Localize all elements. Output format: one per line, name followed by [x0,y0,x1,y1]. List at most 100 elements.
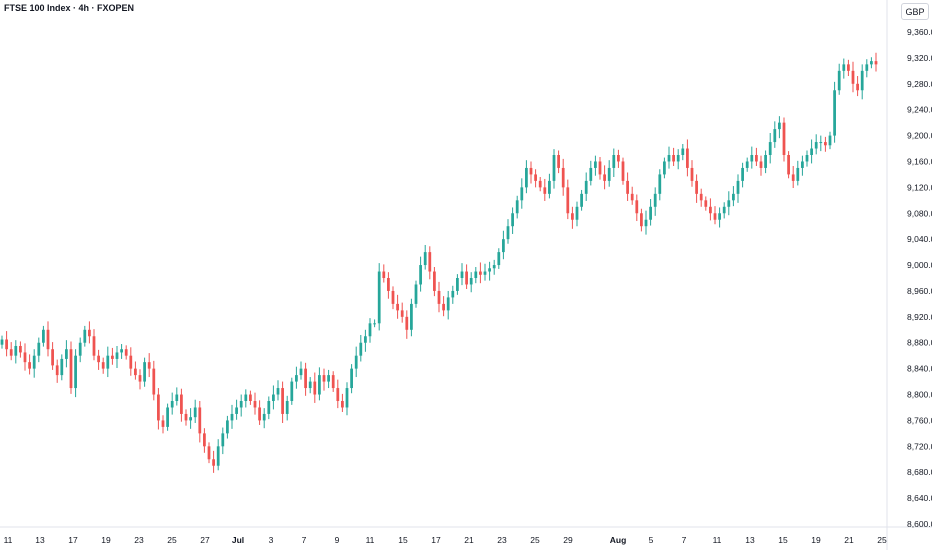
candle-down [161,420,165,427]
candle-up [239,401,243,408]
candle-down [543,187,547,194]
candle-up [865,64,869,71]
candle-down [465,271,468,285]
candle-up [474,271,478,278]
candle-up [814,142,818,149]
candle-down [249,394,252,401]
candle-down [152,368,156,395]
candle-up [732,193,735,201]
candle-up [736,180,740,194]
candle-down [184,413,188,421]
candle-down [69,349,73,389]
candle-down [534,174,537,181]
candle-down [571,213,574,220]
price-axis[interactable]: 9,360.0 9,320.0 9,280.0 9,240.0 9,200.0 9,160… [907,27,932,529]
candle-down [387,278,390,291]
candle-up [78,342,82,356]
candle-up [106,355,110,369]
candle-down [787,155,790,175]
x-tick-label: 29 [563,535,573,545]
candle-up [166,407,169,427]
candle-up [318,375,321,395]
candle-up [221,433,225,447]
candle-up [520,187,524,201]
candle-up [469,278,473,285]
candle-down [428,252,432,272]
time-axis[interactable]: 11 13 17 19 23 25 27 Jul 3 7 9 11 15 17 21 23 25 29 Aug 5 7 1… [4,535,887,545]
candle-up [327,375,330,382]
candle-up [42,329,45,343]
x-tick-label: 3 [269,535,274,545]
y-tick-label: 8,720.0 [907,441,932,451]
candle-down [198,407,202,434]
candle-down [23,352,27,363]
x-tick-label: 9 [335,535,340,545]
candle-up [74,355,77,389]
candle-down [695,180,698,194]
y-tick-label: 8,840.0 [907,364,932,374]
candle-up [230,413,234,421]
candle-down [538,180,542,188]
x-tick-label: 11 [713,535,722,545]
x-tick-label: 5 [649,535,654,545]
candle-up [594,161,597,168]
candle-up [750,155,754,162]
candle-down [19,345,22,353]
candle-up [842,64,846,71]
candle-down [566,187,570,214]
candle-up [350,368,353,389]
candle-down [281,388,284,414]
currency-badge[interactable]: GBP [901,3,929,20]
candle-up [32,355,36,369]
candle-down [331,375,335,389]
candle-up [589,167,593,181]
y-tick-label: 9,240.0 [907,105,932,115]
candle-up [828,135,832,146]
candle-down [557,155,560,168]
y-tick-label: 8,760.0 [907,415,932,425]
candle-up [741,167,744,181]
candle-up [37,342,41,356]
candle-down [759,161,763,168]
y-tick-label: 9,080.0 [907,208,932,218]
candle-down [433,271,436,291]
candle-down [874,61,878,65]
candle-down [322,375,326,382]
candle-up [515,200,519,214]
candle-down [258,407,261,421]
x-tick-label: 17 [68,535,78,545]
candle-up [819,142,823,144]
candle-down [617,155,620,162]
candle-up [456,278,459,291]
candle-up [359,342,363,356]
candle-up [0,339,4,345]
candle-up [612,155,616,168]
y-tick-label: 9,200.0 [907,131,932,141]
candle-down [824,142,827,146]
candle-down [782,122,786,155]
candle-up [773,129,777,143]
candle-down [529,167,533,175]
candle-up [607,167,611,181]
candle-down [92,336,96,356]
candle-up [120,349,123,353]
candle-up [722,206,726,214]
candle-down [603,174,606,181]
x-tick-label: 25 [877,535,887,545]
x-tick-label: 7 [682,535,687,545]
x-tick-label: 27 [200,535,210,545]
candle-down [686,148,689,168]
candle-down [437,290,441,304]
candle-up [796,167,800,181]
candle-up [419,265,422,285]
candle-up [860,70,864,91]
candle-down [9,349,13,356]
x-tick-label: 11 [366,535,375,545]
candle-up [644,219,648,227]
candle-down [97,355,100,363]
candle-up [377,271,381,324]
candle-down [5,339,8,350]
candle-down [88,329,91,337]
candle-up [768,142,772,155]
